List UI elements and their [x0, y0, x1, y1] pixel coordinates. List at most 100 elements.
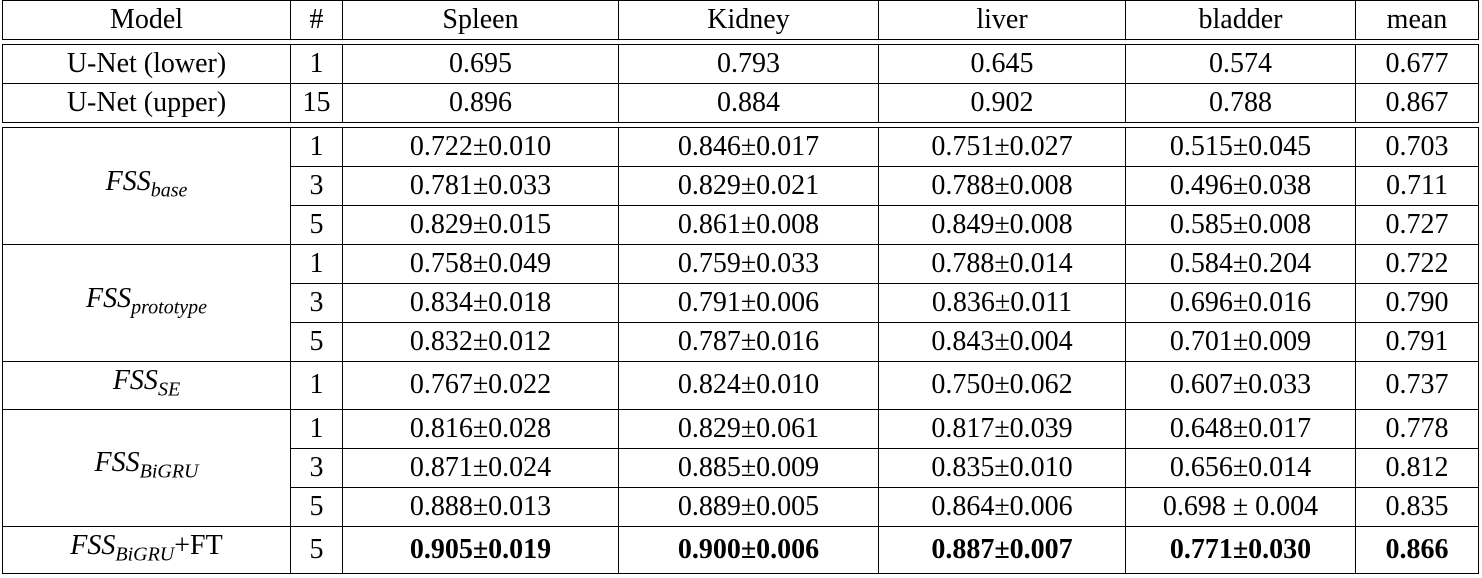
value-cell: 0.656±0.014 — [1125, 447, 1356, 488]
value-cell: 0.787±0.016 — [618, 322, 879, 362]
model-cell: FSSSE — [2, 361, 291, 410]
model-subscript: base — [150, 179, 188, 202]
value-cell: 0.727 — [1355, 205, 1479, 245]
value-cell: 0.836±0.011 — [878, 283, 1126, 323]
value-cell: 0.677 — [1355, 44, 1479, 84]
model-name: FSS — [94, 447, 140, 479]
value-cell: 0.778 — [1355, 408, 1479, 449]
value-cell: 0.791 — [1355, 322, 1479, 362]
result-row: FSSbase 1 0.722±0.010 0.846±0.017 0.751±0.02… — [2, 127, 1479, 245]
model-name: FSS — [70, 529, 116, 561]
value-cell: 0.607±0.033 — [1125, 361, 1356, 410]
value-cell: 0.771±0.030 — [1125, 525, 1356, 575]
value-cell: 0.767±0.022 — [342, 361, 619, 410]
model-name: FSS — [85, 282, 132, 314]
header-cell: mean — [1355, 0, 1479, 40]
value-cell: 0.885±0.009 — [618, 447, 879, 488]
value-cell: 0.832±0.012 — [342, 322, 619, 362]
value-cell: 0.788 — [1125, 83, 1356, 123]
value-cell: 0.816±0.028 — [342, 408, 619, 449]
value-cell: 0.701±0.009 — [1125, 322, 1356, 362]
value-cell: 0.793 — [618, 44, 879, 84]
value-cell: 0.781±0.033 — [342, 166, 619, 206]
value-cell: 0.696±0.016 — [1125, 283, 1356, 323]
value-cell: 0.788±0.014 — [878, 244, 1126, 284]
shots-cell: 1 — [290, 408, 343, 449]
value-cell: 0.737 — [1355, 361, 1479, 410]
baseline-row: U-Net (upper) 15 0.896 0.884 0.902 0.788 0.867 — [2, 83, 1479, 123]
value-cell: 0.902 — [878, 83, 1126, 123]
model-subscript: BiGRU — [115, 543, 175, 566]
value-cell: 0.829±0.061 — [618, 408, 879, 449]
value-cell: 0.829±0.015 — [342, 205, 619, 245]
value-cell: 0.574 — [1125, 44, 1356, 84]
shots-cell: 1 — [290, 127, 343, 167]
value-cell: 0.711 — [1355, 166, 1479, 206]
value-cell: 0.871±0.024 — [342, 447, 619, 488]
header-cell: Kidney — [618, 0, 879, 40]
result-row: 3 0.871±0.024 0.885±0.009 0.835±0.010 0.656±… — [3, 447, 1479, 488]
result-row: FSSBiGRU 1 0.816±0.028 0.829±0.061 0.817±0.0… — [2, 408, 1479, 527]
header-cell: Model — [2, 0, 291, 40]
header-row: Model # Spleen Kidney liver bladder mean — [2, 0, 1479, 40]
result-row: 3 0.834±0.018 0.791±0.006 0.836±0.011 0.696±… — [3, 283, 1479, 323]
shots-cell: 5 — [290, 525, 343, 575]
header-cell: # — [290, 0, 343, 40]
result-row: FSSprototype 1 0.758±0.049 0.759±0.033 0.788… — [2, 244, 1479, 362]
value-cell: 0.758±0.049 — [342, 244, 619, 284]
value-cell: 0.887±0.007 — [878, 525, 1126, 575]
value-cell: 0.829±0.021 — [618, 166, 879, 206]
result-row: FSSSE 1 0.767±0.022 0.824±0.010 0.750±0.062 0… — [2, 361, 1479, 410]
model-cell: FSSprototype — [2, 244, 291, 362]
header-cell: bladder — [1125, 0, 1356, 40]
value-cell: 0.703 — [1355, 127, 1479, 167]
value-cell: 0.888±0.013 — [342, 486, 619, 527]
shots-cell: 3 — [290, 166, 343, 206]
value-cell: 0.584±0.204 — [1125, 244, 1356, 284]
result-row: FSSBiGRU+FT 5 0.905±0.019 0.900±0.006 0.887±… — [2, 525, 1479, 575]
baseline-row: U-Net (lower) 1 0.695 0.793 0.645 0.574 0.677 — [2, 44, 1479, 84]
model-suffix: +FT — [174, 529, 223, 561]
value-cell: 0.790 — [1355, 283, 1479, 323]
value-cell: 0.867 — [1355, 83, 1479, 123]
header-cell: liver — [878, 0, 1126, 40]
value-cell: 0.817±0.039 — [878, 408, 1126, 449]
model-cell: FSSbase — [2, 127, 291, 245]
value-cell: 0.496±0.038 — [1125, 166, 1356, 206]
value-cell: 0.884 — [618, 83, 879, 123]
value-cell: 0.791±0.006 — [618, 283, 879, 323]
model-subscript: SE — [157, 378, 181, 401]
value-cell: 0.843±0.004 — [878, 322, 1126, 362]
model-subscript: prototype — [131, 296, 208, 319]
value-cell: 0.866 — [1355, 525, 1479, 575]
result-row: 3 0.781±0.033 0.829±0.021 0.788±0.008 0.496±… — [3, 166, 1479, 206]
shots-cell: 15 — [290, 83, 343, 123]
shots-cell: 5 — [290, 486, 343, 527]
value-cell: 0.896 — [342, 83, 619, 123]
value-cell: 0.750±0.062 — [878, 361, 1126, 410]
value-cell: 0.695 — [342, 44, 619, 84]
shots-cell: 1 — [290, 44, 343, 84]
shots-cell: 5 — [290, 322, 343, 362]
model-cell: U-Net (lower) — [2, 44, 291, 84]
value-cell: 0.722±0.010 — [342, 127, 619, 167]
value-cell: 0.648±0.017 — [1125, 408, 1356, 449]
model-cell: FSSBiGRU+FT — [2, 525, 291, 575]
value-cell: 0.835±0.010 — [878, 447, 1126, 488]
header-cell: Spleen — [342, 0, 619, 40]
value-cell: 0.515±0.045 — [1125, 127, 1356, 167]
model-name: FSS — [112, 365, 158, 396]
value-cell: 0.846±0.017 — [618, 127, 879, 167]
model-subscript: BiGRU — [139, 460, 199, 483]
shots-cell: 3 — [290, 283, 343, 323]
value-cell: 0.889±0.005 — [618, 486, 879, 527]
value-cell: 0.824±0.010 — [618, 361, 879, 410]
value-cell: 0.849±0.008 — [878, 205, 1126, 245]
result-row: 5 0.832±0.012 0.787±0.016 0.843±0.004 0.701±… — [3, 322, 1479, 362]
shots-cell: 1 — [290, 361, 343, 410]
value-cell: 0.788±0.008 — [878, 166, 1126, 206]
value-cell: 0.864±0.006 — [878, 486, 1126, 527]
result-row: 5 0.888±0.013 0.889±0.005 0.864±0.006 0.698 … — [3, 486, 1479, 527]
